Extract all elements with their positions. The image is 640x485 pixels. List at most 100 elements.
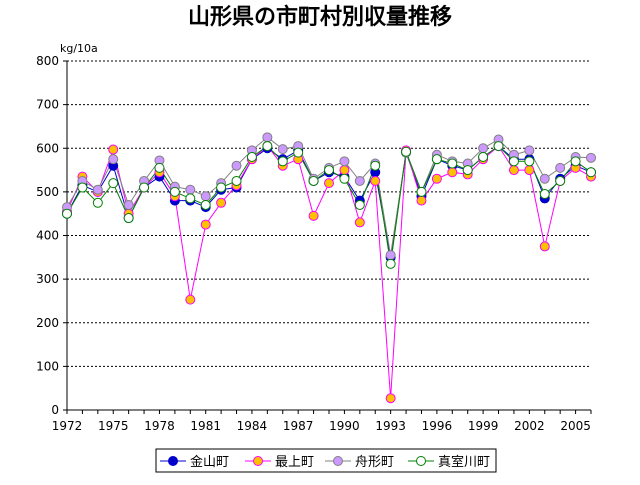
series-3-point-2003: [539, 189, 550, 200]
series-1-point-2001: [508, 165, 519, 176]
y-tick-label-700: 700: [36, 98, 59, 112]
x-tick-label-2005: 2005: [560, 419, 591, 433]
y-tick-label-800: 800: [36, 54, 59, 68]
legend-label-3: 真室川町: [438, 454, 490, 470]
series-3-point-2005: [570, 156, 581, 167]
series-3-point-1988: [308, 175, 319, 186]
legend: 金山町 最上町 舟形町 真室川町: [155, 448, 497, 473]
legend-label-1: 最上町: [275, 455, 314, 470]
series-1-point-1997: [447, 167, 458, 178]
series-3-point-2004: [555, 175, 566, 186]
y-tick-label-600: 600: [36, 141, 59, 155]
series-3-point-1998: [462, 165, 473, 176]
series-2-point-1993: [385, 250, 396, 261]
series-3-point-1979: [169, 186, 180, 197]
x-tick-label-1975: 1975: [98, 419, 129, 433]
x-tick-labels: 1972 1975 1978 1981 1984 1987 1990 1993 1996 1999…: [52, 419, 591, 433]
x-tick-label-1984: 1984: [237, 419, 268, 433]
series-2-point-1983: [231, 160, 242, 171]
series-1-point-1995: [416, 195, 427, 206]
series-1-point-1989: [324, 178, 334, 189]
legend-marker-0: [168, 456, 178, 466]
legend-marker-1: [253, 456, 263, 466]
x-tick-label-1990: 1990: [329, 419, 360, 433]
series-3-point-2001: [508, 156, 519, 167]
series-2-point-2004: [555, 162, 566, 173]
series-2-point-1985: [262, 132, 273, 143]
series-1-point-1993: [385, 393, 396, 404]
series-3-point-2002: [524, 156, 535, 167]
series-1-point-2002: [524, 165, 535, 176]
x-tick-label-2002: 2002: [514, 419, 545, 433]
series-3-point-1978: [154, 162, 165, 173]
y-tick-label-400: 400: [36, 229, 59, 243]
series-3-point-1996: [431, 154, 442, 165]
chart-title: 山形県の市町村別収量推移: [188, 4, 452, 30]
series-2-point-2003: [539, 173, 550, 184]
series-3-point-1992: [370, 160, 381, 171]
axes: [63, 60, 592, 414]
x-tick-label-1978: 1978: [144, 419, 175, 433]
series-3-point-1981: [200, 199, 211, 210]
x-tick-label-1993: 1993: [375, 419, 406, 433]
series-3-point-1975: [108, 178, 119, 189]
series-3-point-1990: [339, 173, 350, 184]
series-3-point-1986: [277, 156, 288, 167]
series-3-point-1972: [62, 208, 72, 219]
series-1-point-1990: [339, 165, 350, 176]
series-3-point-1999: [478, 151, 489, 162]
series-2-point-1999: [478, 143, 489, 154]
series-3-point-1984: [246, 151, 257, 162]
legend-label-0: 金山町: [190, 454, 229, 470]
series-1-point-1975: [108, 144, 119, 155]
series-3-point-1987: [293, 147, 304, 158]
series-3-point-1982: [216, 182, 227, 193]
series-3-point-2006: [586, 167, 596, 178]
series-1-point-1991: [354, 217, 365, 228]
series-3-point-1973: [77, 182, 88, 193]
series-1-point-1980: [185, 294, 196, 305]
x-tick-label-1972: 1972: [52, 419, 83, 433]
y-tick-label-500: 500: [36, 185, 59, 199]
x-tick-label-1996: 1996: [422, 419, 453, 433]
data-series: [62, 132, 596, 404]
y-tick-labels: 0 100 200 300 400 500 600 700 800: [36, 54, 59, 417]
series-2-point-1986: [277, 144, 288, 155]
series-1-point-1988: [308, 210, 319, 221]
series-3-point-1980: [185, 193, 196, 204]
x-tick-label-1999: 1999: [468, 419, 499, 433]
series-3-point-1974: [92, 197, 103, 208]
series-2-point-2002: [524, 145, 535, 156]
series-1-point-1982: [216, 197, 227, 208]
series-2-point-1976: [123, 199, 134, 210]
series-3-point-1989: [324, 165, 334, 176]
y-tick-label-200: 200: [36, 316, 59, 330]
y-tick-label-0: 0: [51, 403, 59, 417]
series-1-point-1996: [431, 173, 442, 184]
series-3-point-1995: [416, 186, 427, 197]
series-2-point-1991: [354, 175, 365, 186]
series-2-point-1975: [108, 154, 119, 165]
series-2-point-1980: [185, 184, 196, 195]
x-tick-label-1981: 1981: [190, 419, 221, 433]
legend-label-2: 舟形町: [355, 455, 394, 470]
series-3-point-1985: [262, 141, 273, 152]
series-3-point-1977: [139, 182, 150, 193]
series-2-point-1974: [92, 184, 103, 195]
legend-marker-3: [416, 456, 426, 466]
x-tick-label-1987: 1987: [283, 419, 314, 433]
series-3-point-1994: [401, 146, 412, 157]
series-2-point-1981: [200, 191, 211, 202]
y-tick-label-100: 100: [36, 359, 59, 373]
series-3-point-1993: [385, 258, 396, 269]
y-tick-label-300: 300: [36, 272, 59, 286]
series-2-point-1990: [339, 156, 350, 167]
y-axis-unit: kg/10a: [60, 42, 98, 55]
series-3-point-1991: [354, 199, 365, 210]
series-3-point-1976: [123, 213, 134, 224]
series-1-point-2003: [539, 241, 550, 252]
series-3-point-2000: [493, 141, 504, 152]
grid-lines: [67, 60, 591, 367]
series-3-point-1983: [231, 175, 242, 186]
